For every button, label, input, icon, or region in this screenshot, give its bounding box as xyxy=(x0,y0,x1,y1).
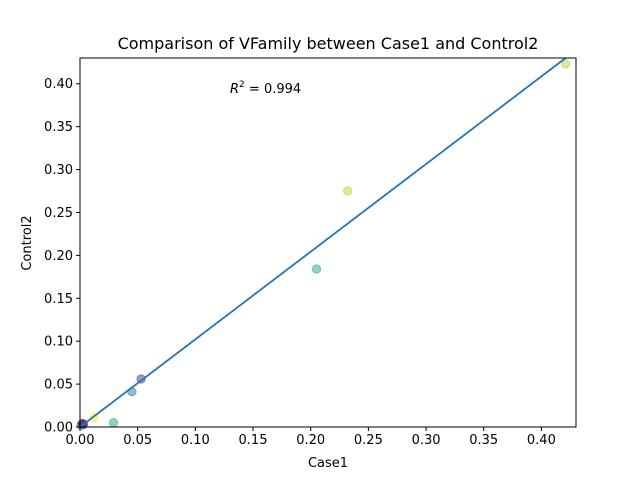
y-tick-label: 0.00 xyxy=(44,421,73,436)
y-tick-label: 0.15 xyxy=(44,292,73,307)
r-squared-superscript: 2 xyxy=(239,80,245,90)
y-tick-label: 0.10 xyxy=(44,335,73,350)
r-squared-value: = 0.994 xyxy=(245,82,301,97)
data-point xyxy=(342,186,353,196)
x-tick-label: 0.25 xyxy=(354,433,383,448)
x-axis-label: Case1 xyxy=(308,456,348,471)
r-squared-symbol: R xyxy=(230,82,239,97)
data-point xyxy=(311,264,322,274)
x-tick-label: 0.30 xyxy=(412,433,441,448)
x-tick-label: 0.35 xyxy=(469,433,498,448)
x-tick-label: 0.10 xyxy=(181,433,210,448)
axes-frame xyxy=(79,57,577,428)
x-tick-label: 0.20 xyxy=(296,433,325,448)
y-axis-label: Control2 xyxy=(20,215,35,270)
chart-title: Comparison of VFamily between Case1 and … xyxy=(118,34,539,53)
plot-background xyxy=(80,58,576,427)
x-tick-label: 0.00 xyxy=(66,433,95,448)
y-tick-label: 0.30 xyxy=(44,163,73,178)
plot-area xyxy=(80,58,576,427)
data-point xyxy=(560,59,571,69)
x-tick-label: 0.40 xyxy=(527,433,556,448)
y-tick-label: 0.25 xyxy=(44,206,73,221)
y-tick-label: 0.20 xyxy=(44,249,73,264)
fit-line xyxy=(79,57,567,428)
y-tick-label: 0.40 xyxy=(44,77,73,92)
y-tick-label: 0.35 xyxy=(44,120,73,135)
y-tick-label: 0.05 xyxy=(44,378,73,393)
r-squared-annotation: R2 = 0.994 xyxy=(230,80,301,97)
data-point xyxy=(108,418,119,428)
x-tick-label: 0.05 xyxy=(123,433,152,448)
axes: 0.00 0.05 0.10 0.15 0.20 0.25 0.30 0.35 0.40 0.00… xyxy=(44,57,577,448)
x-tick-label: 0.15 xyxy=(239,433,268,448)
fit-line-group xyxy=(79,57,567,428)
